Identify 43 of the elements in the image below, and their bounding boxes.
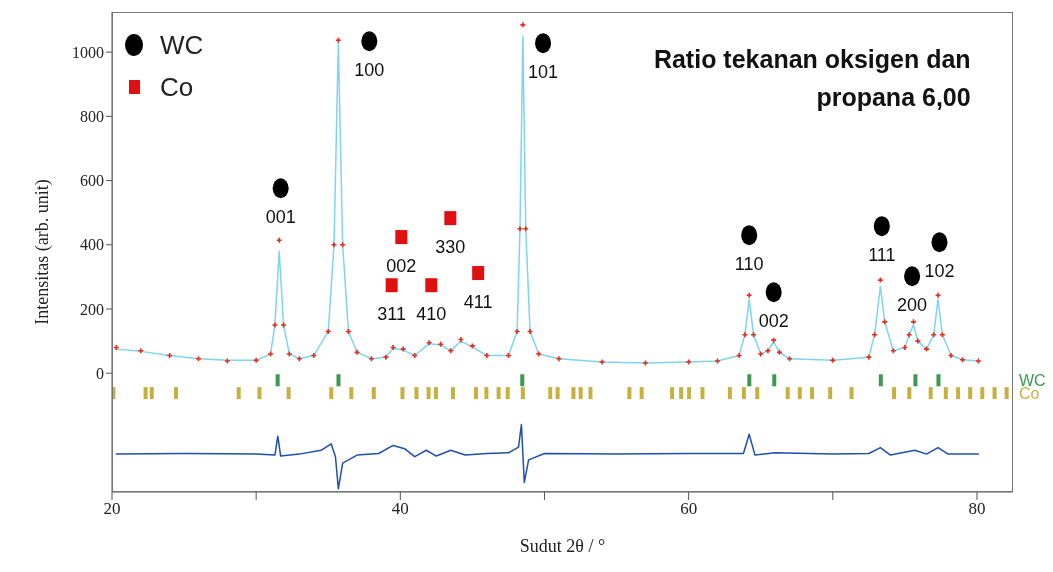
- annotation: 001: [265, 207, 296, 228]
- point: [741, 225, 758, 246]
- point: [873, 216, 890, 237]
- x-axis-title: Sudut 2θ / °: [519, 536, 606, 556]
- point: [385, 278, 398, 293]
- point: [361, 31, 378, 52]
- point: [272, 178, 289, 199]
- x-tick-label: 40: [391, 499, 409, 519]
- point: [425, 278, 438, 293]
- x-tick-label: 80: [968, 499, 986, 519]
- annotation: 002: [386, 255, 417, 276]
- annotation: 411: [463, 291, 493, 312]
- annotation: 200: [897, 295, 928, 316]
- point: [765, 282, 782, 303]
- y-tick-label: 200: [80, 300, 104, 318]
- y-axis-title: Intensitas (arb. unit): [32, 179, 54, 325]
- annotation: 111: [868, 244, 896, 265]
- x-tick-label: 60: [680, 499, 698, 519]
- annotation: 102: [924, 260, 955, 281]
- annotation: 110: [734, 253, 764, 274]
- annotation: 311: [377, 304, 407, 325]
- legend-label: WC: [160, 29, 204, 62]
- y-tick-label: 600: [80, 172, 104, 190]
- point: [472, 266, 485, 281]
- point: [904, 266, 921, 287]
- point: [931, 232, 948, 253]
- annotation: 101: [528, 61, 559, 82]
- annotation: 330: [435, 236, 466, 257]
- line-series: [115, 423, 980, 490]
- point: [444, 211, 457, 226]
- y-tick-label: 800: [80, 108, 104, 126]
- y-tick-label: 0: [96, 364, 104, 382]
- point: [395, 230, 408, 245]
- point: [535, 33, 552, 54]
- series-label: Co: [1019, 385, 1040, 403]
- text: Ratio tekanan oksigen dan propana 6,00: [652, 44, 971, 113]
- legend-label: Co: [160, 71, 194, 104]
- y-tick-label: 400: [80, 236, 104, 254]
- annotation: 410: [416, 304, 447, 325]
- x-tick-label: 20: [103, 499, 121, 519]
- y-tick-label: 1000: [72, 43, 104, 61]
- annotation: 002: [758, 311, 789, 332]
- annotation: 100: [354, 60, 385, 80]
